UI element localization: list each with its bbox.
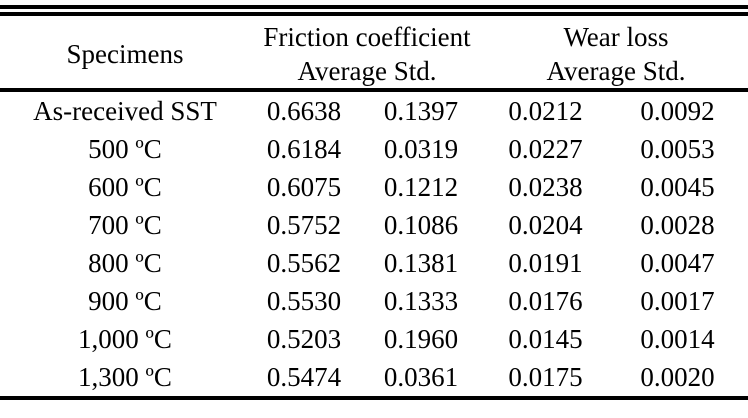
friction-std-cell: 0.0319 xyxy=(383,133,459,164)
wear-std-cell: 0.0017 xyxy=(640,285,715,316)
wear-average-cell: 0.0227 xyxy=(508,133,583,164)
specimen-cell: 1,000 ºC xyxy=(78,323,172,354)
table-top-double-rule xyxy=(0,5,748,16)
friction-average-cell: 0.6638 xyxy=(266,95,342,126)
table-row: 500 ºC 0.6184 0.0319 0.0227 0.0053 xyxy=(0,130,748,168)
wear-std-cell: 0.0028 xyxy=(640,209,715,240)
friction-std-cell: 0.1381 xyxy=(383,247,459,278)
specimen-cell: 1,300 ºC xyxy=(0,358,250,400)
specimen-cell: 500 ºC xyxy=(88,133,162,164)
wear-average-cell: 0.0176 xyxy=(508,285,583,316)
friction-std-cell: 0.1086 xyxy=(383,209,459,240)
specimen-cell: As-received SST xyxy=(33,95,217,126)
friction-average-cell: 0.5752 xyxy=(266,209,342,240)
friction-coefficient-header: Friction coefficient xyxy=(263,22,471,52)
friction-std-cell: 0.0361 xyxy=(358,358,484,400)
table-header: Specimens Friction coefficient Wear loss… xyxy=(0,16,748,92)
wear-average-cell: 0.0204 xyxy=(508,209,583,240)
wear-loss-header: Wear loss xyxy=(563,22,669,52)
wear-std-cell: 0.0045 xyxy=(640,171,715,202)
wear-std-cell: 0.0053 xyxy=(640,133,715,164)
specimen-cell: 600 ºC xyxy=(88,171,162,202)
wear-average-cell: 0.0145 xyxy=(508,323,583,354)
friction-average-cell: 0.6184 xyxy=(266,133,342,164)
wear-average-cell: 0.0238 xyxy=(508,171,583,202)
table-row: 700 ºC 0.5752 0.1086 0.0204 0.0028 xyxy=(0,206,748,244)
table-body: As-received SST 0.6638 0.1397 0.0212 0.0… xyxy=(0,90,748,400)
table-row: 1,000 ºC 0.5203 0.1960 0.0145 0.0014 xyxy=(0,320,748,358)
wear-average-cell: 0.0191 xyxy=(508,247,583,278)
table-row: As-received SST 0.6638 0.1397 0.0212 0.0… xyxy=(0,90,748,130)
specimen-cell: 700 ºC xyxy=(88,209,162,240)
wear-std-cell: 0.0020 xyxy=(607,358,748,400)
results-table: Specimens Friction coefficient Wear loss… xyxy=(0,16,748,400)
wear-average-std-subheader: Average Std. xyxy=(484,54,748,92)
header-group-row: Specimens Friction coefficient Wear loss xyxy=(0,16,748,92)
friction-average-cell: 0.6075 xyxy=(266,171,342,202)
friction-average-cell: 0.5562 xyxy=(266,247,342,278)
wear-std-cell: 0.0092 xyxy=(640,95,715,126)
friction-std-cell: 0.1397 xyxy=(383,95,459,126)
friction-average-cell: 0.5530 xyxy=(266,285,342,316)
wear-std-cell: 0.0047 xyxy=(640,247,715,278)
wear-average-cell: 0.0175 xyxy=(484,358,607,400)
specimen-cell: 900 ºC xyxy=(88,285,162,316)
friction-std-cell: 0.1960 xyxy=(383,323,459,354)
table-row: 1,300 ºC 0.5474 0.0361 0.0175 0.0020 xyxy=(0,358,748,400)
wear-average-cell: 0.0212 xyxy=(508,95,583,126)
friction-average-std-subheader: Average Std. xyxy=(250,54,484,92)
header-sub-row: Average Std. Average Std. xyxy=(0,54,748,92)
table-row: 600 ºC 0.6075 0.1212 0.0238 0.0045 xyxy=(0,168,748,206)
specimens-header: Specimens xyxy=(0,16,250,92)
friction-average-cell: 0.5474 xyxy=(250,358,358,400)
friction-std-cell: 0.1212 xyxy=(383,171,459,202)
table-row: 800 ºC 0.5562 0.1381 0.0191 0.0047 xyxy=(0,244,748,282)
friction-std-cell: 0.1333 xyxy=(383,285,459,316)
specimen-cell: 800 ºC xyxy=(88,247,162,278)
wear-std-cell: 0.0014 xyxy=(640,323,715,354)
table-row: 900 ºC 0.5530 0.1333 0.0176 0.0017 xyxy=(0,282,748,320)
friction-average-cell: 0.5203 xyxy=(266,323,342,354)
